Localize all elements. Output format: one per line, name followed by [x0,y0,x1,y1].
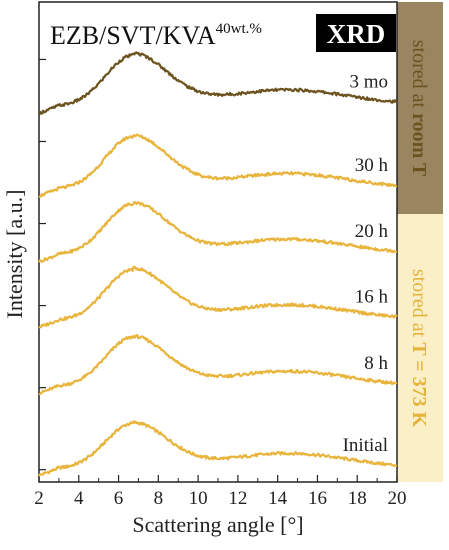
curve-20-h [38,200,398,263]
y-ticks [39,58,46,471]
curve-labels: Initial 8 h 16 h 20 h 30 h 3 mo [343,71,389,455]
curve-initial [38,420,398,477]
curves [38,51,398,477]
curve-30-h [38,133,398,199]
x-tick-label: 10 [189,488,208,509]
plot-frame [38,1,398,483]
series-label: 8 h [364,353,388,374]
x-tick-label: 4 [74,488,84,509]
curve-3-mo [38,51,398,115]
chart-title-superscript: 40wt.% [216,21,262,37]
band-room-t [397,2,443,214]
series-label: Initial [343,435,388,456]
series-label: 3 mo [349,71,388,92]
band-label-373k: stored at T = 373 K [408,269,430,428]
x-tick-label: 12 [228,488,247,509]
y-axis-label: Intensity [a.u.] [2,190,27,319]
x-tick-label: 8 [154,488,164,509]
x-tick-label: 20 [388,488,407,509]
chart-title: EZB/SVT/KVA40wt.% [50,21,262,50]
xrd-badge-bg [316,14,396,52]
curve-8-h [38,334,398,396]
xrd-badge: XRD [327,19,386,49]
x-tick-label: 16 [308,488,327,509]
series-label: 20 h [355,221,389,242]
x-tick-label: 14 [268,488,288,509]
x-tick-label: 2 [34,488,44,509]
series-label: 30 h [355,155,389,176]
band-373k [397,214,443,482]
x-axis-label: Scattering angle [°] [132,512,303,537]
x-tick-label: 6 [114,488,124,509]
series-label: 16 h [355,286,389,307]
curve-16-h [38,265,398,329]
band-label-room-t: stored at room T [408,40,430,177]
x-tick-label: 18 [348,488,367,509]
x-ticks: 2 4 6 8 10 12 14 16 18 20 [34,475,407,509]
